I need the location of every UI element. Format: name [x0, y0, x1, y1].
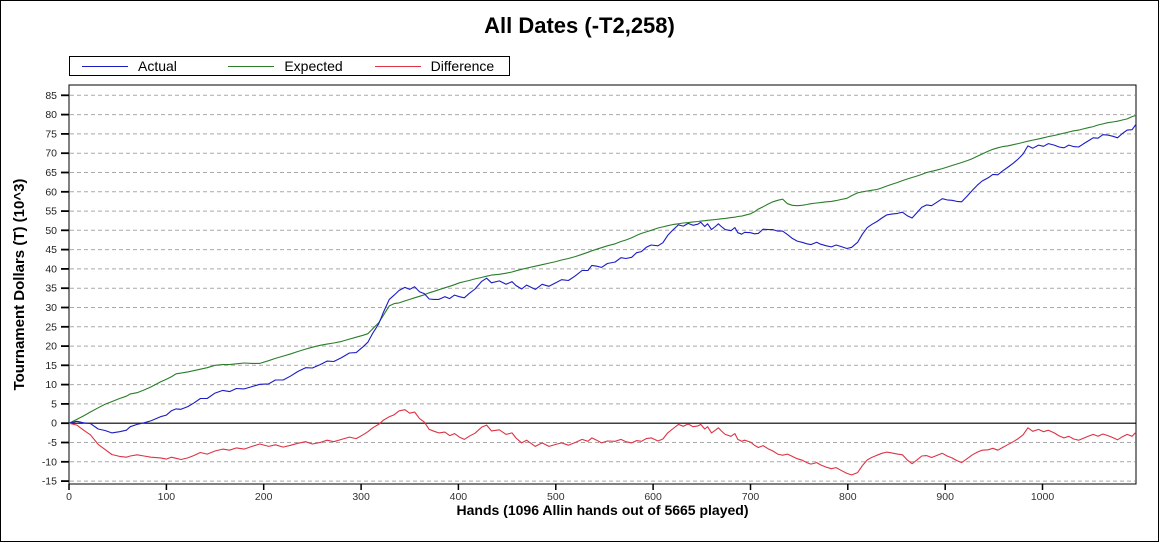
x-tick-label: 400: [450, 491, 468, 503]
y-tick-label: 65: [45, 167, 57, 179]
y-tick-label: 10: [45, 379, 57, 391]
y-tick-label: -15: [42, 476, 57, 488]
y-tick-label: 80: [45, 109, 57, 121]
y-tick-label: 45: [45, 244, 57, 256]
x-axis-label: Hands (1096 Allin hands out of 5665 play…: [456, 502, 749, 518]
y-tick-label: 55: [45, 206, 57, 218]
x-tick-label: 100: [158, 491, 176, 503]
actual-line: [68, 123, 1137, 434]
y-tick-label: 35: [45, 283, 57, 295]
difference-line-swatch: [374, 65, 421, 67]
legend-item-difference: Difference: [363, 59, 509, 73]
x-tick-label: 1000: [1031, 491, 1055, 503]
legend-item-actual: Actual: [70, 59, 216, 73]
chart-title: All Dates (-T2,258): [484, 13, 675, 38]
y-tick-label: 20: [45, 341, 57, 353]
y-tick-label: 70: [45, 148, 57, 160]
y-tick-label: -10: [42, 456, 57, 468]
y-tick-label: 75: [45, 128, 57, 140]
x-tick-label: 0: [66, 491, 72, 503]
difference-line: [68, 409, 1137, 476]
y-tick-label: 40: [45, 263, 57, 275]
legend-item-expected: Expected: [216, 59, 362, 73]
x-tick-label: 200: [255, 491, 273, 503]
legend: Actual Expected Difference: [69, 56, 510, 76]
plot-border: [68, 84, 1137, 485]
x-tick-label: 700: [742, 491, 760, 503]
actual-line-swatch: [82, 65, 128, 67]
y-tick-label: 50: [45, 225, 57, 237]
y-tick-label: 30: [45, 302, 57, 314]
y-tick-label: 60: [45, 186, 57, 198]
expected-line: [68, 114, 1137, 424]
legend-label-actual: Actual: [138, 58, 177, 74]
x-tick-label: 600: [644, 491, 662, 503]
x-tick-label: 800: [839, 491, 857, 503]
legend-label-expected: Expected: [284, 58, 343, 74]
y-tick-label: 0: [51, 418, 57, 430]
y-tick-label: 85: [45, 90, 57, 102]
x-tick-label: 300: [352, 491, 370, 503]
y-tick-label: 5: [51, 398, 57, 410]
y-tick-label: 15: [45, 360, 57, 372]
x-tick-label: 900: [936, 491, 954, 503]
y-tick-label: -5: [48, 437, 57, 449]
legend-label-difference: Difference: [430, 58, 495, 74]
x-tick-label: 500: [547, 491, 565, 503]
expected-line-swatch: [228, 65, 275, 67]
y-tick-label: 25: [45, 321, 57, 333]
